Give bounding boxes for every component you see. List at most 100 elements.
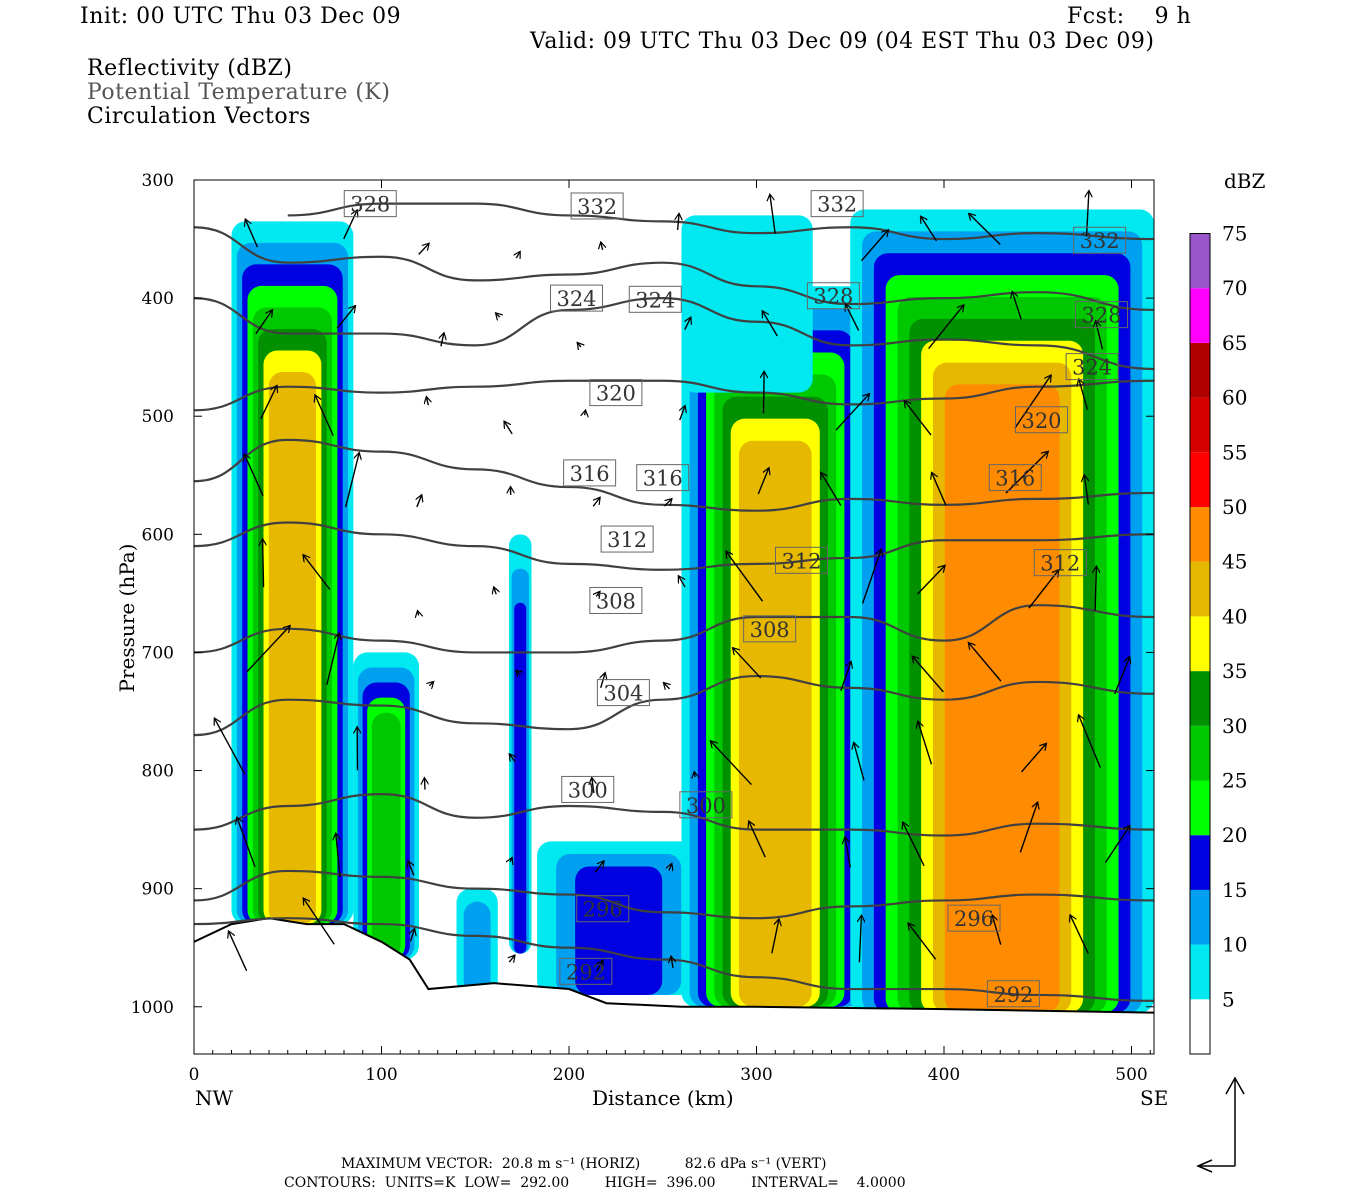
colorbar-swatch — [1190, 725, 1210, 781]
theta-contour-332 — [287, 202, 1154, 241]
circulation-vector — [860, 230, 887, 262]
circulation-vector — [679, 577, 686, 588]
contour-label-312: 312 — [607, 528, 647, 552]
y-tick-label: 1000 — [131, 998, 174, 1018]
circulation-vector — [1095, 567, 1096, 611]
contour-label-332: 332 — [817, 193, 857, 217]
circulation-vector — [578, 343, 581, 347]
circulation-vector — [694, 773, 695, 777]
contour-label-box — [563, 459, 617, 487]
circulation-vector — [771, 920, 779, 954]
circulation-vector — [237, 818, 256, 868]
reflectivity-cell-0-level-40 — [268, 371, 317, 925]
circulation-vector — [304, 899, 335, 945]
circulation-vector — [596, 592, 599, 596]
colorbar-tick-label: 50 — [1222, 495, 1247, 519]
contour-label-box — [343, 190, 397, 218]
contour-label-box — [1073, 226, 1127, 254]
contour-label-312: 312 — [781, 549, 821, 573]
init-time: Init: 00 UTC Thu 03 Dec 09 — [80, 4, 402, 29]
colorbar-swatch — [1190, 288, 1210, 343]
contour-label-328: 328 — [813, 285, 853, 309]
circulation-vector — [592, 498, 599, 507]
theta-contour-312 — [194, 521, 1154, 571]
circulation-vector — [1028, 570, 1058, 609]
circulation-vector — [845, 838, 851, 868]
colorbar-tick-label: 30 — [1222, 714, 1247, 738]
contour-label-box — [679, 791, 733, 819]
contour-label-box — [559, 957, 613, 985]
contour-info-note: CONTOURS: UNITS=K LOW= 292.00 HIGH= 396.… — [284, 1175, 906, 1191]
circulation-vector — [664, 683, 669, 689]
y-tick-label: 800 — [142, 762, 174, 782]
circulation-vector — [601, 674, 605, 689]
circulation-vector — [510, 858, 512, 862]
left-arrow-icon — [1196, 1159, 1213, 1173]
y-tick-label: 700 — [142, 643, 174, 663]
y-axis-label: Pressure (hPa) — [115, 543, 139, 693]
field-circulation-vectors: Circulation Vectors — [87, 104, 311, 129]
circulation-vector — [1014, 376, 1051, 429]
colorbar-swatch — [1190, 999, 1210, 1054]
reflectivity-cell-6-level-5 — [681, 215, 813, 393]
contour-label-box — [576, 895, 630, 923]
circulation-vector — [903, 823, 925, 867]
x-tick-label: 200 — [553, 1065, 585, 1085]
contour-label-box — [636, 464, 690, 492]
colorbar-swatch — [1190, 507, 1210, 562]
circulation-vector — [664, 499, 671, 507]
contour-label-box — [988, 464, 1042, 492]
colorbar-swatch — [1190, 780, 1210, 836]
circulation-vector — [859, 916, 861, 963]
theta-contour-304 — [194, 674, 1154, 737]
circulation-vector — [861, 550, 881, 604]
x-end-label-se: SE — [1140, 1086, 1169, 1110]
colorbar-swatch — [1190, 671, 1210, 726]
colorbar-swatch — [1190, 233, 1210, 289]
contour-label-box — [570, 192, 624, 220]
circulation-vector — [245, 455, 264, 496]
contour-label-308: 308 — [596, 589, 636, 613]
circulation-vector — [854, 743, 865, 781]
contour-label-296: 296 — [583, 898, 623, 922]
circulation-vector — [304, 555, 331, 590]
valid-time: Valid: 09 UTC Thu 03 Dec 09 (04 EST Thu … — [530, 29, 1155, 54]
circulation-vector — [424, 779, 425, 790]
theta-contour-324 — [194, 297, 1154, 371]
field-reflectivity: Reflectivity (dBZ) — [87, 56, 293, 81]
contour-label-328: 328 — [1081, 304, 1121, 328]
contour-label-292: 292 — [993, 983, 1033, 1007]
contour-label-box — [596, 679, 650, 707]
circulation-vector — [505, 422, 513, 435]
circulation-vector — [671, 957, 673, 969]
circulation-vector — [260, 386, 277, 420]
contour-label-box — [600, 525, 654, 553]
theta-contour-316 — [194, 438, 1154, 512]
theta-contour-328 — [194, 226, 1154, 312]
colorbar-tick-label: 70 — [1222, 276, 1247, 300]
colorbar-tick-label: 35 — [1222, 659, 1247, 683]
circulation-vector — [516, 671, 520, 675]
colorbar-tick-label: 15 — [1222, 878, 1247, 902]
circulation-vector — [1096, 321, 1104, 350]
colorbar-swatch — [1190, 342, 1210, 398]
theta-contour-308 — [194, 604, 1154, 654]
contour-label-box — [589, 379, 643, 407]
contour-label-box — [806, 282, 860, 310]
circulation-vector — [726, 552, 764, 602]
max-vector-note: MAXIMUM VECTOR: 20.8 m s⁻¹ (HORIZ) 82.6 … — [341, 1156, 827, 1172]
circulation-vector — [918, 722, 933, 765]
colorbar-frame — [1189, 233, 1211, 1055]
y-tick-label: 300 — [142, 171, 174, 191]
colorbar-swatch — [1190, 452, 1210, 507]
circulation-vector — [215, 719, 246, 775]
contour-label-316: 316 — [643, 467, 683, 491]
contour-label-box — [810, 190, 864, 218]
x-tick-label: 500 — [1115, 1065, 1147, 1085]
colorbar-swatch — [1190, 944, 1210, 1000]
circulation-vector — [905, 401, 932, 436]
circulation-vector — [246, 626, 290, 673]
circulation-vector — [711, 741, 752, 786]
contour-label-box — [743, 615, 797, 643]
